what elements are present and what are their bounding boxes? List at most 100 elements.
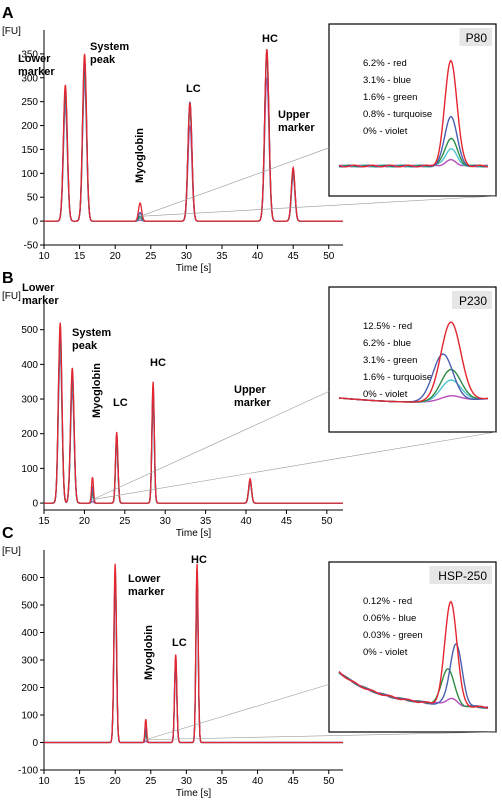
trace-2 xyxy=(44,337,343,504)
peak-label: Upper xyxy=(278,109,311,121)
x-tick-label: 45 xyxy=(288,776,300,787)
panel-A: A [FU] -50 0 50 100 150 200 250 300 350 10 15 20 25 30 3… xyxy=(2,5,497,274)
panel-label: C xyxy=(2,525,14,542)
y-tick-label: 150 xyxy=(21,145,38,156)
zoom-guide xyxy=(140,147,330,217)
y-tick-label: 300 xyxy=(21,395,38,406)
y-tick-label: 200 xyxy=(21,429,38,440)
inset-legend-item: 1.6% - turquoise xyxy=(363,372,432,383)
zoom-guide xyxy=(92,431,497,500)
x-tick-label: 40 xyxy=(252,776,264,787)
y-tick-label: 300 xyxy=(21,656,38,667)
x-tick-label: 50 xyxy=(323,776,335,787)
inset-legend-item: 0.06% - blue xyxy=(363,613,416,624)
x-tick-label: 10 xyxy=(38,251,50,262)
traces xyxy=(44,563,343,744)
inset-legend-item: 12.5% - red xyxy=(363,321,412,332)
inset-legend-item: 0% - violet xyxy=(363,389,408,400)
peak-label: LC xyxy=(172,637,187,649)
x-axis-label: Time [s] xyxy=(176,788,211,799)
x-tick-label: 20 xyxy=(110,776,122,787)
zoom-guide xyxy=(145,684,330,741)
peak-label: System xyxy=(90,41,129,53)
inset-legend-item: 1.6% - green xyxy=(363,92,417,103)
y-tick-label: 200 xyxy=(21,683,38,694)
inset-title-bg xyxy=(452,291,492,309)
peak-label: HC xyxy=(262,33,278,45)
peak-label: HC xyxy=(150,357,166,369)
inset-legend-item: 0.03% - green xyxy=(363,630,423,641)
panel-B: B [FU] 0 100 200 300 400 500 15 20 25 30 35 40 45 50 Tim… xyxy=(2,270,497,539)
x-tick-label: 25 xyxy=(145,776,157,787)
peak-label: Myoglobin xyxy=(91,363,103,418)
y-tick-label: 500 xyxy=(21,325,38,336)
x-tick-label: 30 xyxy=(181,776,193,787)
y-axis-label: [FU] xyxy=(2,546,21,557)
x-tick-label: 15 xyxy=(74,251,86,262)
x-tick-label: 40 xyxy=(252,251,264,262)
x-tick-label: 25 xyxy=(119,516,131,527)
peak-label: Upper xyxy=(234,384,267,396)
y-tick-label: 300 xyxy=(21,73,38,84)
y-tick-label: 100 xyxy=(21,711,38,722)
panel-label: B xyxy=(2,270,14,287)
peak-label: Lower xyxy=(18,53,51,65)
x-tick-label: 25 xyxy=(145,251,157,262)
inset-legend-item: 0.12% - red xyxy=(363,596,412,607)
traces xyxy=(44,48,343,222)
trace-3 xyxy=(44,585,343,744)
peak-label: Lower xyxy=(22,282,55,294)
trace-4 xyxy=(44,351,343,504)
traces xyxy=(44,322,343,504)
x-tick-label: 20 xyxy=(110,251,122,262)
peak-label: Lower xyxy=(128,573,161,585)
y-tick-label: 0 xyxy=(32,217,38,228)
peak-label: System xyxy=(72,327,111,339)
x-tick-label: 45 xyxy=(288,251,300,262)
inset-title: P230 xyxy=(459,294,487,308)
x-tick-label: 20 xyxy=(79,516,91,527)
x-tick-label: 30 xyxy=(160,516,172,527)
panel-C: C [FU] -100 0 100 200 300 400 500 600 10 15 20 25 30 35… xyxy=(2,525,497,799)
y-tick-label: 500 xyxy=(21,601,38,612)
y-tick-label: -100 xyxy=(18,766,38,777)
inset-title-bg xyxy=(459,28,492,46)
peak-label: marker xyxy=(18,66,55,78)
zoom-guide xyxy=(140,195,497,217)
y-tick-label: 250 xyxy=(21,97,38,108)
zoom-guide xyxy=(92,391,330,500)
y-tick-label: 350 xyxy=(21,49,38,60)
y-tick-label: 600 xyxy=(21,573,38,584)
peak-label: marker xyxy=(22,295,59,307)
peak-label: peak xyxy=(90,54,116,66)
y-tick-label: 400 xyxy=(21,360,38,371)
inset-legend-item: 0.8% - turquoise xyxy=(363,109,432,120)
y-tick-label: 0 xyxy=(32,738,38,749)
inset-box xyxy=(328,286,497,433)
inset-legend-item: 6.2% - blue xyxy=(363,338,411,349)
x-tick-label: 50 xyxy=(323,251,335,262)
inset-title: P80 xyxy=(466,31,488,45)
x-tick-label: 10 xyxy=(38,776,50,787)
y-tick-label: 100 xyxy=(21,464,38,475)
y-tick-label: 200 xyxy=(21,121,38,132)
x-tick-label: 35 xyxy=(216,251,228,262)
trace-0 xyxy=(44,322,343,504)
inset-trace-0 xyxy=(338,600,489,709)
x-tick-label: 40 xyxy=(240,516,252,527)
peak-label: HC xyxy=(191,554,207,566)
x-tick-label: 35 xyxy=(200,516,212,527)
y-tick-label: 100 xyxy=(21,169,38,180)
peak-label: marker xyxy=(128,586,165,598)
x-tick-label: 45 xyxy=(281,516,293,527)
inset-title-bg xyxy=(429,566,492,584)
x-axis-label: Time [s] xyxy=(176,528,211,539)
trace-0 xyxy=(44,563,343,744)
inset-title: HSP-250 xyxy=(438,569,487,583)
y-tick-label: 0 xyxy=(32,499,38,510)
x-tick-label: 30 xyxy=(181,251,193,262)
trace-3 xyxy=(44,344,343,504)
x-axis-label: Time [s] xyxy=(176,263,211,274)
inset-legend-item: 3.1% - blue xyxy=(363,75,411,86)
